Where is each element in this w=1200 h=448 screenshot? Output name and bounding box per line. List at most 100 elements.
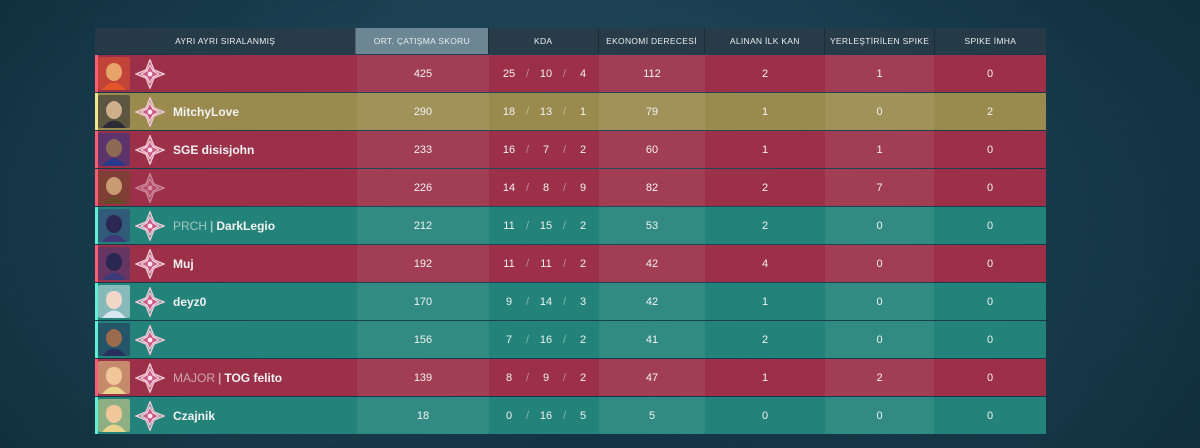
kills-value: 11 xyxy=(503,219,515,232)
deaths-value: 9 xyxy=(542,371,550,384)
spike-defuses: 0 xyxy=(986,257,994,270)
spike-plants: 1 xyxy=(825,131,934,168)
table-row[interactable]: 425 25/10/4 112 2 1 0 xyxy=(95,55,1046,92)
spike-plants: 0 xyxy=(825,321,934,358)
sort-label[interactable]: AYRI AYRI SIRALANMIŞ xyxy=(175,36,276,46)
player-name-text: Muj xyxy=(173,256,194,271)
economy-rating: 42 xyxy=(599,283,705,320)
team-accent-bar xyxy=(95,321,98,358)
scoreboard: AYRI AYRI SIRALANMIŞ ORT. ÇATIŞMA SKORU … xyxy=(95,28,1046,434)
deaths-value: 13 xyxy=(539,105,553,118)
killjoy-icon xyxy=(98,361,130,394)
combat-score: 425 xyxy=(357,55,489,92)
assists-value: 5 xyxy=(579,409,587,422)
column-defuses[interactable]: SPIKE İMHA xyxy=(933,28,1046,54)
table-row[interactable]: Muj 192 11 / 11 / 2 42 4 0 0 xyxy=(95,245,1046,282)
player-name-text: Czajnik xyxy=(173,408,216,423)
player-name[interactable]: PRCH | DarkLegio xyxy=(173,219,275,233)
player-name[interactable]: Czajnik xyxy=(173,409,215,423)
player-cell[interactable]: MitchyLove xyxy=(95,93,357,130)
table-row[interactable]: Czajnik 18 0 / 16 / 5 5 0 0 0 xyxy=(95,397,1046,434)
player-cell[interactable]: SGE disisjohn xyxy=(95,131,357,168)
table-row[interactable]: 226 14 / 8 / 9 82 2 7 0 xyxy=(95,169,1046,206)
team-accent-bar xyxy=(95,283,98,320)
chamber-icon xyxy=(98,95,130,128)
player-name-text: DarkLegio xyxy=(216,218,276,233)
table-row[interactable]: PRCH | DarkLegio 212 11 / 15 / 2 53 2 0 0 xyxy=(95,207,1046,244)
jett-icon xyxy=(98,285,130,318)
table-row[interactable]: 156 7 / 16 / 2 41 2 0 0 xyxy=(95,321,1046,358)
player-name[interactable]: SGE disisjohn xyxy=(173,143,254,157)
rank-emblem-icon xyxy=(133,133,167,166)
player-cell[interactable]: Czajnik xyxy=(95,397,357,434)
deaths-value: 11 xyxy=(540,257,552,270)
combat-score: 139 xyxy=(357,359,489,396)
kda-separator: / xyxy=(562,105,567,118)
player-cell[interactable] xyxy=(95,55,357,92)
kda-separator: / xyxy=(562,333,567,346)
player-cell[interactable] xyxy=(95,169,357,206)
column-first-bloods[interactable]: ALINAN İLK KAN xyxy=(704,28,824,54)
rank-emblem-icon xyxy=(133,399,167,432)
spike-defuses: 0 xyxy=(986,409,994,422)
spike-plants: 0 xyxy=(825,245,934,282)
spike-defuses: 0 xyxy=(986,219,994,232)
assists-value: 2 xyxy=(579,371,587,384)
table-row[interactable]: SGE disisjohn 233 16 / 7 / 2 60 1 1 0 xyxy=(95,131,1046,168)
combat-score: 156 xyxy=(357,321,489,358)
player-name[interactable]: Muj xyxy=(173,257,194,271)
column-plants[interactable]: YERLEŞTİRİLEN SPIKE xyxy=(824,28,933,54)
assists-value: 2 xyxy=(579,257,587,270)
deaths-value: 16 xyxy=(539,409,553,422)
combat-score: 233 xyxy=(357,131,489,168)
economy-rating: 47 xyxy=(599,359,705,396)
player-cell[interactable]: deyz0 xyxy=(95,283,357,320)
table-row[interactable]: MAJOR | TOG felito 139 8 / 9 / 2 47 1 2 0 xyxy=(95,359,1046,396)
tag-separator: | xyxy=(218,370,222,385)
player-cell[interactable]: MAJOR | TOG felito xyxy=(95,359,357,396)
kda-cell: 7 / 16 / 2 xyxy=(489,321,599,358)
player-cell[interactable] xyxy=(95,321,357,358)
rank-emblem-icon xyxy=(133,247,167,280)
player-name[interactable]: MAJOR | TOG felito xyxy=(173,371,282,385)
player-name[interactable]: deyz0 xyxy=(173,295,206,309)
economy-rating: 5 xyxy=(599,397,705,434)
kills-value: 16 xyxy=(502,143,516,156)
table-row[interactable]: MitchyLove 290 18 / 13 / 1 79 1 0 2 xyxy=(95,93,1046,130)
kills-value: 25 xyxy=(502,67,516,80)
team-accent-bar xyxy=(95,207,98,244)
kda-separator: / xyxy=(525,105,530,118)
player-cell[interactable]: Muj xyxy=(95,245,357,282)
spike-plants: 7 xyxy=(825,169,934,206)
economy-rating: 112 xyxy=(599,55,705,92)
spike-defuses: 0 xyxy=(986,143,994,156)
kda-separator: / xyxy=(525,257,530,270)
combat-score: 170 xyxy=(357,283,489,320)
spike-plants: 0 xyxy=(825,283,934,320)
kills-value: 18 xyxy=(502,105,516,118)
team-accent-bar xyxy=(95,245,98,282)
player-name[interactable]: MitchyLove xyxy=(173,105,239,119)
kda-separator: / xyxy=(525,333,530,346)
team-accent-bar xyxy=(95,169,98,206)
column-economy[interactable]: EKONOMİ DERECESİ xyxy=(597,28,704,54)
assists-value: 4 xyxy=(579,67,587,80)
rank-emblem-icon xyxy=(133,57,167,90)
column-kda[interactable]: KDA xyxy=(487,28,598,54)
kda-cell: 9 / 14 / 3 xyxy=(489,283,599,320)
first-bloods: 1 xyxy=(761,295,769,308)
deaths-value: 8 xyxy=(542,181,550,194)
player-cell[interactable]: PRCH | DarkLegio xyxy=(95,207,357,244)
table-row[interactable]: deyz0 170 9 / 14 / 3 42 1 0 0 xyxy=(95,283,1046,320)
rank-emblem-icon xyxy=(133,95,167,128)
column-combat-score[interactable]: ORT. ÇATIŞMA SKORU xyxy=(355,28,488,54)
scoreboard-header: AYRI AYRI SIRALANMIŞ ORT. ÇATIŞMA SKORU … xyxy=(95,28,1046,54)
assists-value: 2 xyxy=(579,143,587,156)
player-tag: PRCH xyxy=(173,218,208,233)
team-accent-bar xyxy=(95,359,98,396)
first-bloods: 0 xyxy=(761,409,769,422)
combat-score: 18 xyxy=(357,397,489,434)
spike-defuses: 0 xyxy=(986,371,994,384)
team-accent-bar xyxy=(95,131,98,168)
first-bloods: 1 xyxy=(761,371,769,384)
